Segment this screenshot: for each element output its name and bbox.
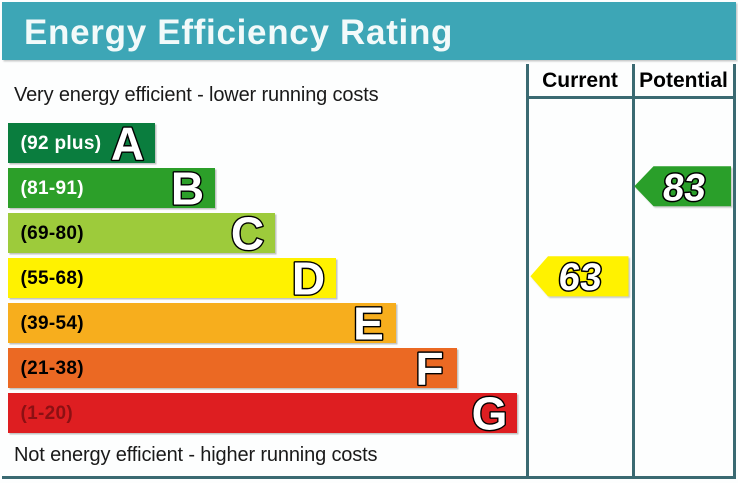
svg-text:D: D <box>292 253 325 305</box>
svg-text:63: 63 <box>557 256 604 299</box>
svg-text:A: A <box>111 118 144 170</box>
svg-text:B: B <box>171 163 204 215</box>
svg-text:F: F <box>415 343 443 395</box>
svg-text:83: 83 <box>661 167 708 210</box>
svg-text:E: E <box>353 298 384 350</box>
svg-text:G: G <box>472 388 508 440</box>
svg-text:C: C <box>231 208 264 260</box>
